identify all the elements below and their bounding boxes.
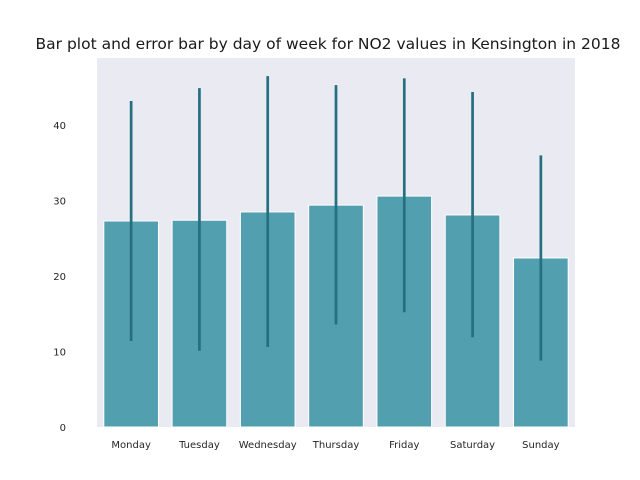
error-bars-group [129, 76, 543, 361]
x-tick-label: Friday [389, 440, 419, 451]
chart-title: Bar plot and error bar by day of week fo… [36, 35, 621, 53]
x-axis-ticks: Monday Tuesday Wednesday Thursday Friday Satu… [111, 440, 559, 451]
x-tick-label: Saturday [450, 440, 495, 451]
x-tick-label: Wednesday [239, 440, 297, 451]
x-tick-label: Sunday [522, 440, 559, 451]
y-tick-label: 20 [53, 272, 66, 283]
y-tick-label: 0 [60, 423, 66, 434]
y-tick-label: 40 [53, 121, 66, 132]
x-tick-label: Monday [111, 440, 151, 451]
x-tick-label: Thursday [312, 440, 360, 451]
y-axis-ticks: 0 10 20 30 40 [53, 121, 66, 434]
y-tick-label: 10 [53, 348, 66, 359]
y-tick-label: 30 [53, 197, 66, 208]
x-tick-label: Tuesday [178, 440, 220, 451]
